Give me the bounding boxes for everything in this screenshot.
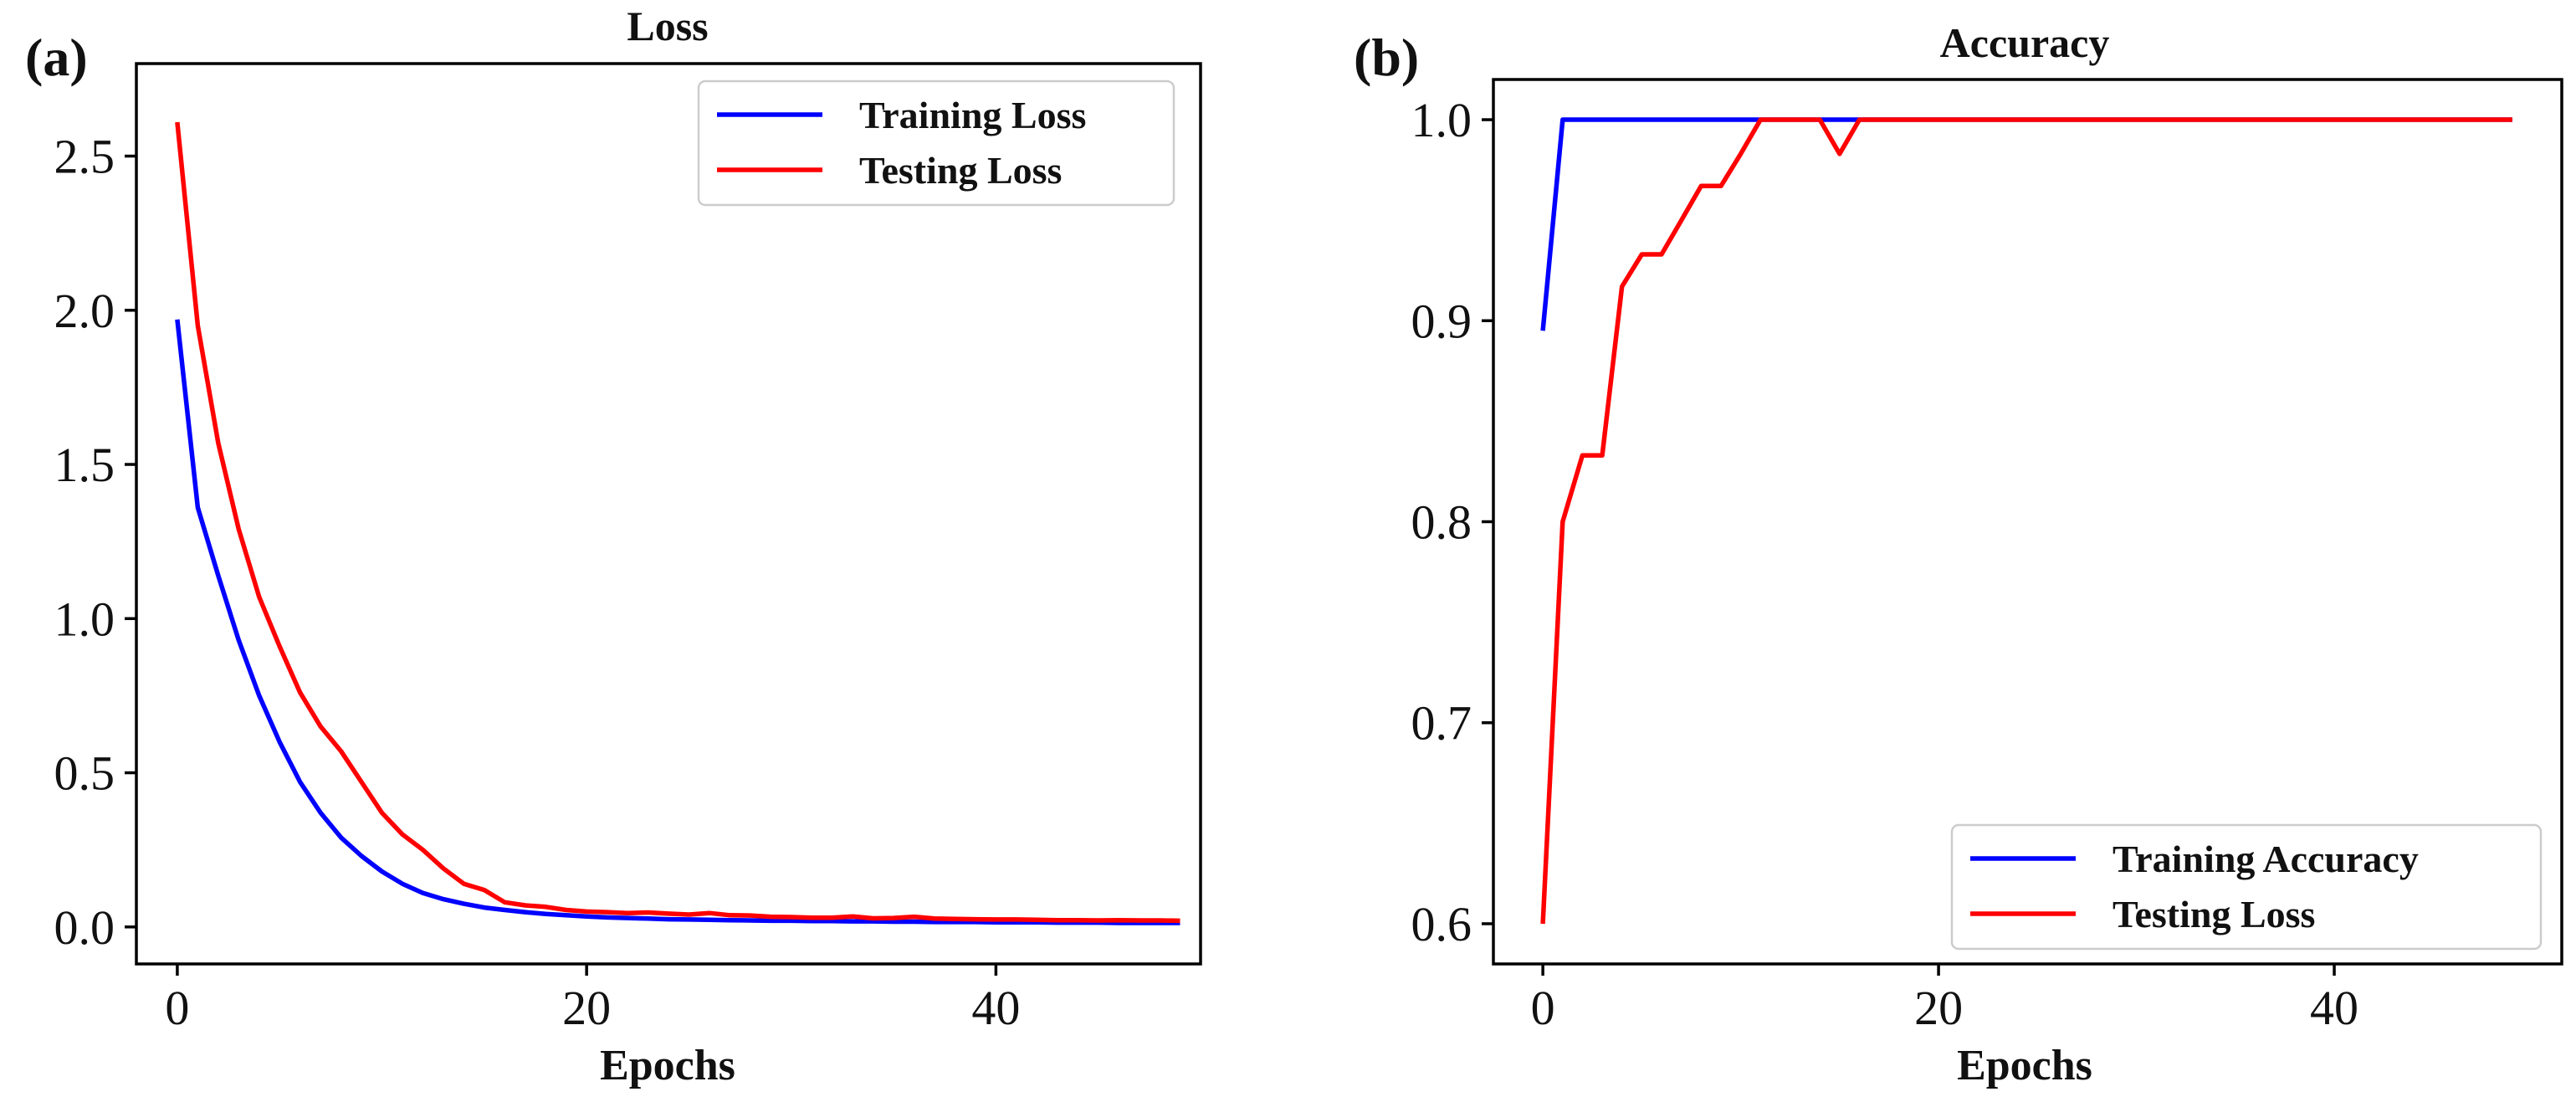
y-tick-label: 0.7 — [1411, 696, 1472, 751]
y-tick-label: 1.0 — [1411, 93, 1472, 147]
axes-frame-loss — [135, 62, 1202, 966]
legend-box — [1950, 823, 2543, 951]
y-tick-label: 2.0 — [54, 284, 115, 338]
x-tick-label: 20 — [562, 981, 611, 1035]
x-tick-label: 40 — [2310, 981, 2358, 1035]
legend-label-testing: Testing Loss — [2113, 893, 2315, 935]
legend-label-training: Training Accuracy — [2113, 838, 2419, 880]
series-line-loss-testing — [175, 121, 1180, 924]
legend-accuracy: Training Accuracy Testing Loss — [1950, 823, 2543, 951]
y-tick-label: 0.9 — [1411, 294, 1472, 348]
x-tick-label: 0 — [1531, 981, 1555, 1035]
series-line-accuracy-testing — [1540, 117, 2512, 925]
panel-label-b: (b) — [1354, 28, 1419, 87]
x-tick-label: 20 — [1914, 981, 1963, 1035]
x-tick-label: 40 — [971, 981, 1020, 1035]
series-line-accuracy-training — [1540, 117, 2512, 331]
loss-chart: (a) Loss Epochs 0 20 400.00.51.01.52.02.5 … — [25, 3, 1202, 1089]
x-axis-label-loss: Epochs — [600, 1042, 735, 1089]
series-line-loss-training — [175, 319, 1180, 925]
accuracy-chart: (b) Accuracy Epochs 0 20 40 0.6 0.7 0.8 0.9 1.0… — [1354, 19, 2563, 1089]
y-tick-label: 0.8 — [1411, 495, 1472, 550]
panel-label-a: (a) — [25, 28, 88, 87]
y-tick-label: 1.5 — [54, 438, 115, 492]
legend-loss: Training Loss Testing Loss — [697, 79, 1175, 207]
legend-label-testing: Testing Loss — [859, 149, 1062, 192]
legend-box — [697, 79, 1175, 207]
x-tick-label: 0 — [165, 981, 189, 1035]
x-axis-label-accuracy: Epochs — [1957, 1042, 2092, 1089]
chart-title-accuracy: Accuracy — [1940, 19, 2110, 66]
y-tick-label: 2.5 — [54, 130, 115, 184]
y-tick-label: 0.5 — [54, 746, 115, 801]
y-tick-label: 1.0 — [54, 592, 115, 646]
y-tick-label: 0.0 — [54, 900, 115, 955]
legend-label-training: Training Loss — [859, 94, 1086, 136]
y-tick-label: 0.6 — [1411, 897, 1472, 951]
chart-title-loss: Loss — [627, 3, 708, 49]
